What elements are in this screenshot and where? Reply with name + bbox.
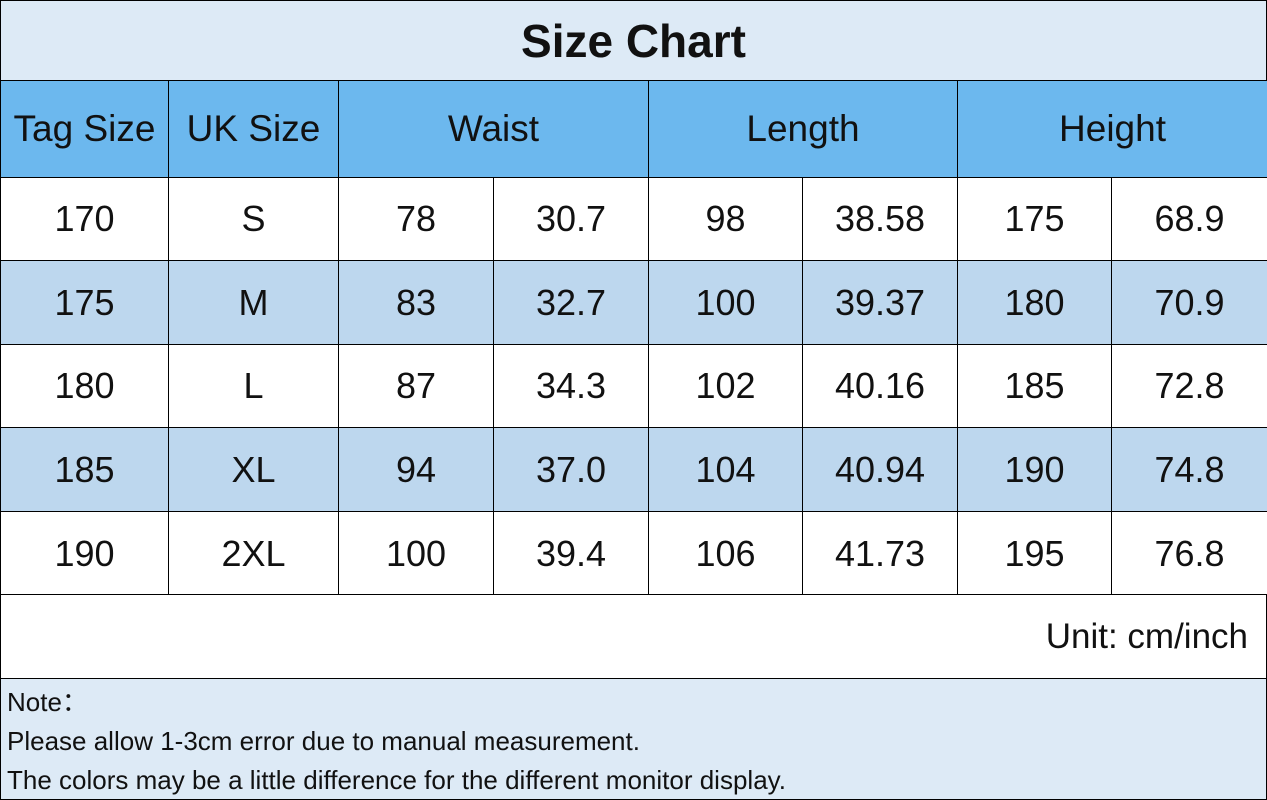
table-cell: 70.9 [1111,260,1267,345]
table-cell: 40.94 [802,427,958,512]
table-cell: 102 [648,344,803,428]
table-cell: 94 [338,427,494,512]
column-header: Height [957,80,1267,178]
table-cell: 106 [648,511,803,596]
table-cell: 180 [0,344,169,428]
note-line: The colors may be a little difference fo… [7,765,786,795]
table-cell: 74.8 [1111,427,1267,512]
column-header: UK Size [168,80,339,178]
table-cell: 68.9 [1111,177,1267,261]
table-cell: 39.4 [493,511,649,596]
table-cell: 98 [648,177,803,261]
note: Note： Please allow 1-3cm error due to man… [0,678,1267,800]
table-cell: S [168,177,339,261]
table-cell: 40.16 [802,344,958,428]
title: Size Chart [0,0,1267,81]
table-cell: 185 [957,344,1112,428]
table-cell: 37.0 [493,427,649,512]
table-cell: 100 [648,260,803,345]
table-cell: L [168,344,339,428]
table-cell: 175 [957,177,1112,261]
table-cell: 83 [338,260,494,345]
table-cell: 190 [0,511,169,596]
table-cell: 32.7 [493,260,649,345]
note-line: Please allow 1-3cm error due to manual m… [7,726,640,756]
table-cell: 76.8 [1111,511,1267,596]
unit-label: Unit: cm/inch [0,594,1267,679]
table-cell: 175 [0,260,169,345]
table-cell: 170 [0,177,169,261]
column-header: Length [648,80,958,178]
table-cell: 41.73 [802,511,958,596]
table-cell: 185 [0,427,169,512]
table-cell: XL [168,427,339,512]
note-title: Note： [7,687,88,717]
table-cell: 104 [648,427,803,512]
table-cell: 78 [338,177,494,261]
table-cell: 190 [957,427,1112,512]
table-cell: 195 [957,511,1112,596]
table-cell: M [168,260,339,345]
table-cell: 30.7 [493,177,649,261]
table-cell: 34.3 [493,344,649,428]
table-cell: 39.37 [802,260,958,345]
table-cell: 2XL [168,511,339,596]
table-cell: 100 [338,511,494,596]
table-cell: 87 [338,344,494,428]
table-cell: 38.58 [802,177,958,261]
column-header: Waist [338,80,649,178]
column-header: Tag Size [0,80,169,178]
table-cell: 72.8 [1111,344,1267,428]
table-cell: 180 [957,260,1112,345]
